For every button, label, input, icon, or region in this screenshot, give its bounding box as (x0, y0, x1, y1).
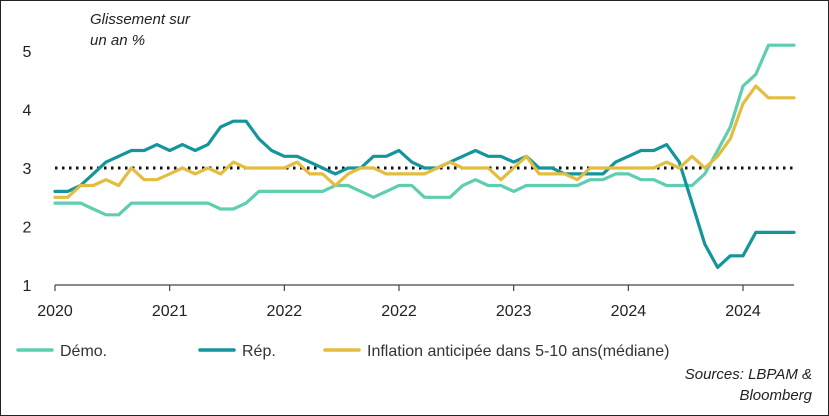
legend: Démo. Rép. Inflation anticipée dans 5-10 a… (16, 343, 669, 360)
x-tick-label: 2022 (381, 303, 417, 320)
y-tick-label: 2 (23, 220, 32, 237)
y-tick-label: 3 (23, 161, 32, 178)
series-line-demo (53, 43, 796, 217)
sources-line2: Bloomberg (739, 387, 812, 404)
y-tick-label: 4 (23, 103, 32, 120)
series-line-rep (53, 119, 796, 269)
x-tick-label: 2023 (496, 303, 532, 320)
unit-label-line2: un an % (90, 32, 145, 49)
series-line-inflation-expectations (53, 84, 796, 199)
series-lines (53, 43, 796, 269)
x-tick-label: 2021 (152, 303, 188, 320)
unit-label-line1: Glissement sur (90, 11, 191, 28)
legend-entry-rep: Rép. (242, 343, 276, 360)
x-tick-label: 2020 (37, 303, 73, 320)
legend-entry-demo: Démo. (60, 343, 107, 360)
x-tick-label: 2024 (725, 303, 761, 320)
sources-line1: Sources: LBPAM & (685, 366, 812, 383)
x-axis-ticks: 2020 2021 2022 2022 2023 2024 2024 (37, 285, 761, 320)
legend-entry-inflation-expectations: Inflation anticipée dans 5-10 ans(médian… (367, 343, 669, 360)
x-tick-label: 2024 (611, 303, 647, 320)
y-tick-label: 1 (23, 278, 32, 295)
y-tick-label: 5 (23, 44, 32, 61)
x-tick-label: 2022 (267, 303, 303, 320)
y-axis-ticks: 1 2 3 4 5 (23, 44, 32, 295)
